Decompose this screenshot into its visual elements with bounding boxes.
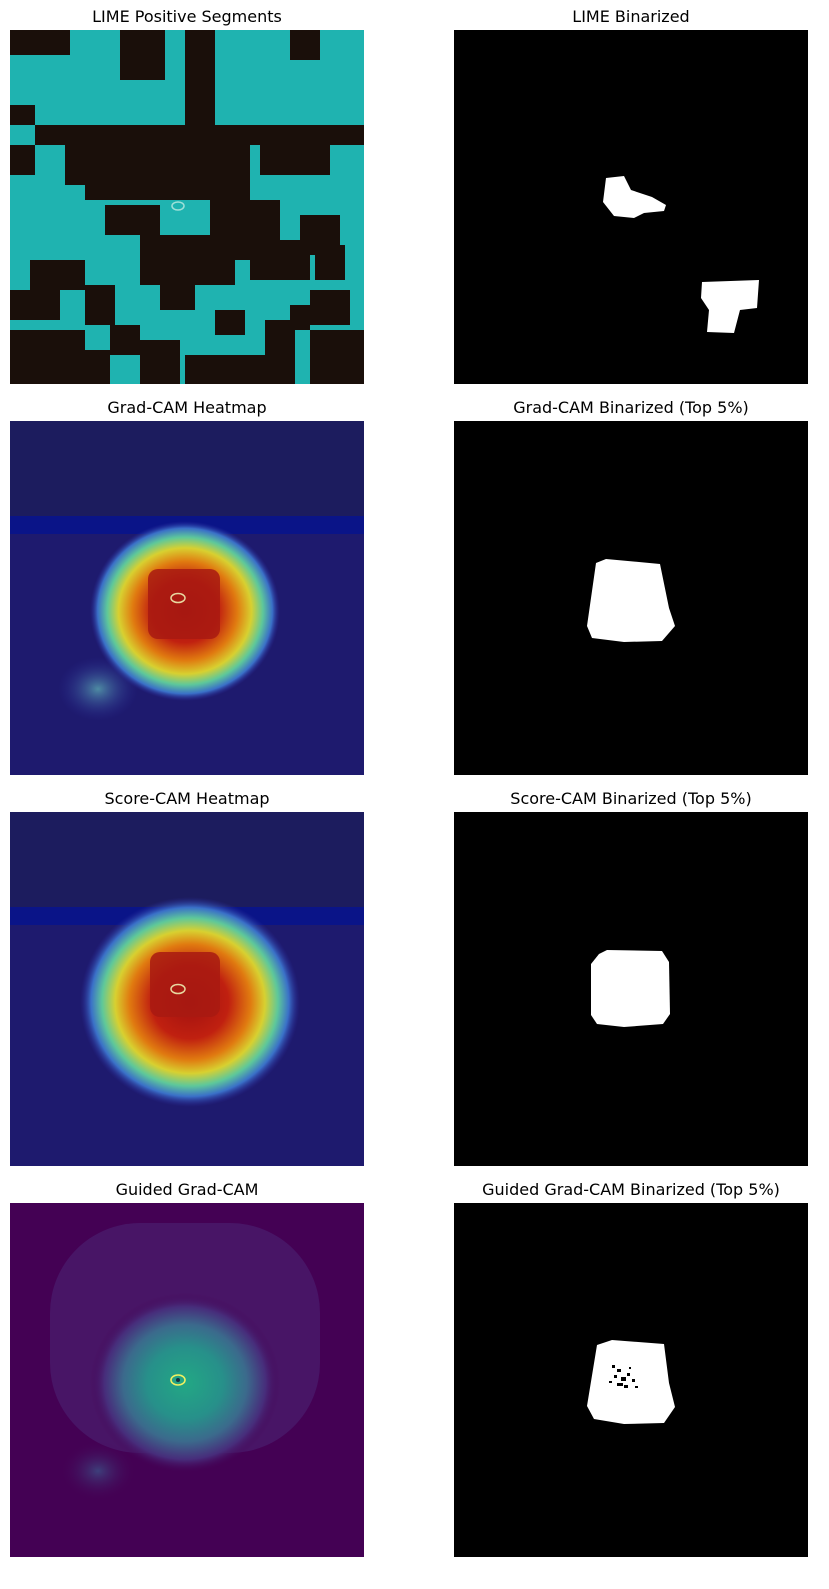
panel-title-scorecam-binarized: Score-CAM Binarized (Top 5%) [510, 789, 752, 808]
panel-title-guided-gradcam-binarized: Guided Grad-CAM Binarized (Top 5%) [482, 1180, 780, 1199]
scorecam-binarized-mask [454, 812, 808, 1166]
gradcam-binarized-mask [454, 421, 808, 775]
scorecam-heatmap-image [10, 812, 364, 1166]
panel-title-lime-segments: LIME Positive Segments [92, 7, 282, 26]
panel-title-guided-gradcam: Guided Grad-CAM [115, 1180, 259, 1199]
guided-gradcam-binarized-mask [454, 1203, 808, 1557]
lime-binarized-mask [454, 30, 808, 384]
panel-title-gradcam-binarized: Grad-CAM Binarized (Top 5%) [513, 398, 749, 417]
lime-segments-image [10, 30, 364, 384]
panel-title-lime-binarized: LIME Binarized [572, 7, 690, 26]
panel-title-gradcam-heatmap: Grad-CAM Heatmap [107, 398, 267, 417]
gradcam-heatmap-image [10, 421, 364, 775]
panel-title-scorecam-heatmap: Score-CAM Heatmap [104, 789, 270, 808]
guided-gradcam-image [10, 1203, 364, 1557]
